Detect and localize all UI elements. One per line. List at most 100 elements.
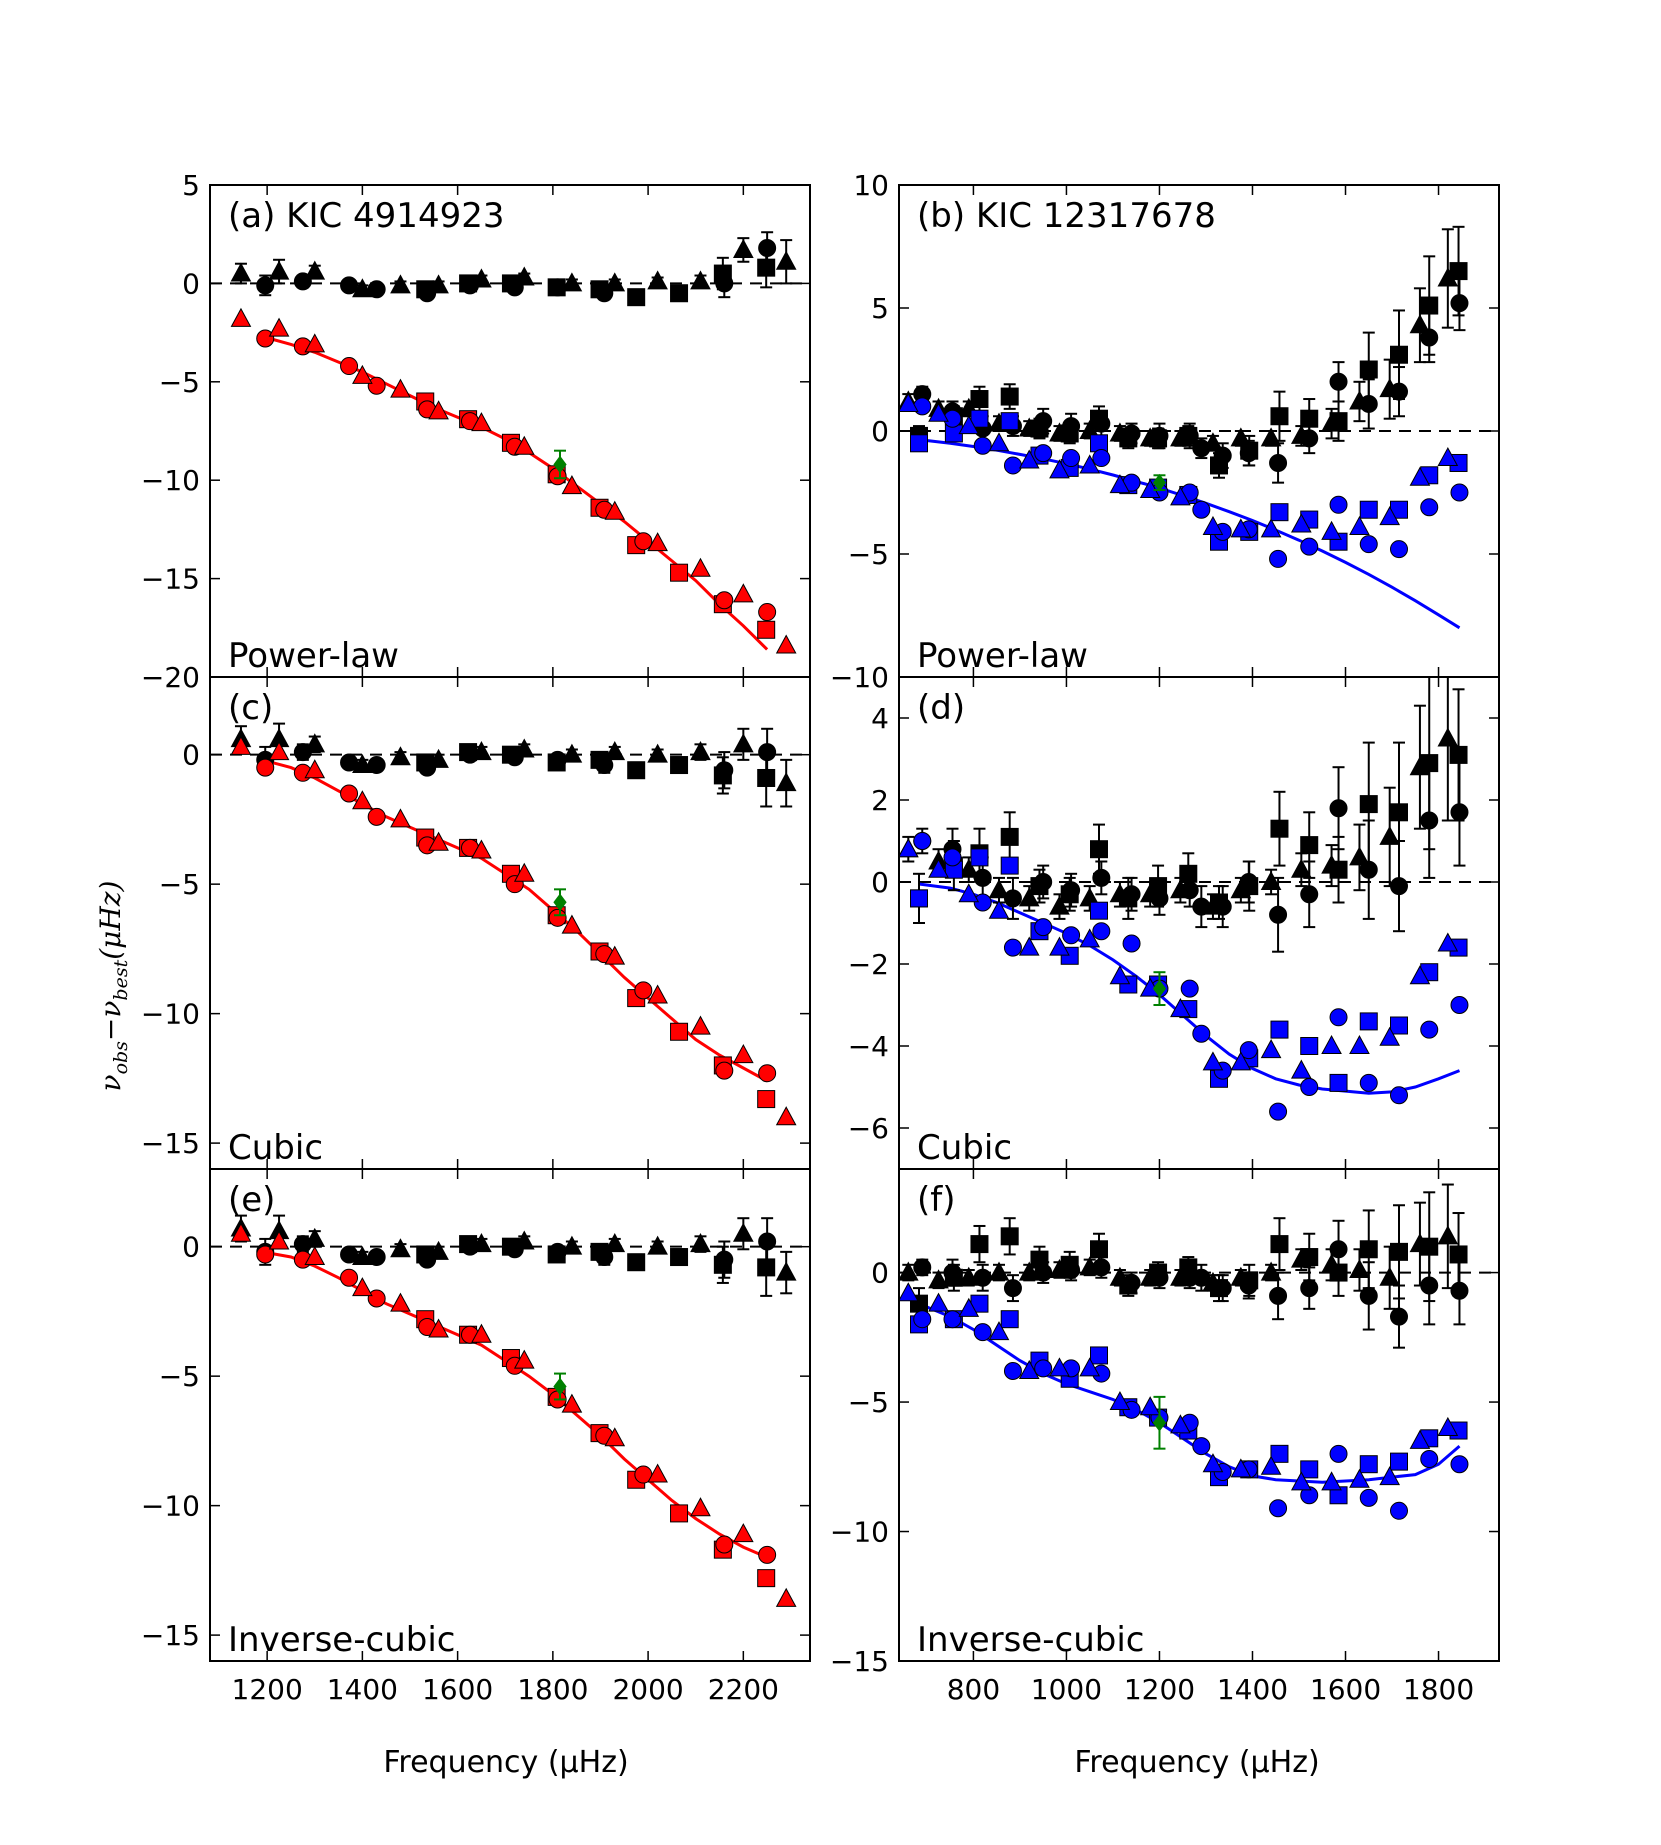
data-point bbox=[971, 849, 988, 866]
data-point bbox=[1123, 935, 1140, 952]
y-tick-label: −5 bbox=[159, 1360, 200, 1393]
data-point bbox=[1091, 1241, 1108, 1258]
data-point bbox=[1301, 837, 1318, 854]
data-point bbox=[341, 1269, 358, 1286]
svg-text:νobs−νbest(μHz): νobs−νbest(μHz) bbox=[94, 881, 132, 1092]
data-point bbox=[1091, 841, 1108, 858]
panel-f: 0−5−10−15800 1000 1200 1400 1600 1800(f)Inver… bbox=[830, 1169, 1499, 1706]
data-point bbox=[1451, 804, 1468, 821]
data-point bbox=[1020, 938, 1039, 956]
data-point bbox=[1330, 1445, 1347, 1462]
data-point bbox=[1421, 1451, 1438, 1468]
data-point bbox=[671, 564, 688, 581]
data-point bbox=[1035, 413, 1052, 430]
y-tick-label: 0 bbox=[182, 267, 200, 300]
data-point bbox=[549, 279, 566, 296]
data-point bbox=[1421, 1021, 1438, 1038]
y-tick-label: −10 bbox=[830, 661, 889, 694]
y-tick-label: −5 bbox=[159, 868, 200, 901]
data-point bbox=[1301, 538, 1318, 555]
ylabel-nu-2: ν bbox=[94, 1001, 127, 1018]
data-point bbox=[1360, 501, 1377, 518]
data-point bbox=[759, 604, 776, 621]
data-point bbox=[1001, 388, 1018, 405]
y-tick-label: 0 bbox=[182, 739, 200, 772]
data-point bbox=[777, 252, 796, 270]
data-point bbox=[914, 833, 931, 850]
y-tick-label: 0 bbox=[182, 1231, 200, 1264]
data-point bbox=[734, 1224, 753, 1242]
y-tick-label: −15 bbox=[141, 1619, 200, 1652]
y-tick-label: −10 bbox=[141, 998, 200, 1031]
data-point bbox=[734, 240, 753, 258]
series-uncorrected-l-2 bbox=[231, 309, 795, 653]
data-point bbox=[1004, 1362, 1021, 1379]
x-tick-label: 2000 bbox=[612, 1673, 683, 1706]
data-point bbox=[1391, 804, 1408, 821]
data-point bbox=[734, 734, 753, 752]
x-tick-label: 1000 bbox=[1031, 1673, 1102, 1706]
data-point bbox=[1093, 869, 1110, 886]
y-axis-label: νobs−νbest(μHz) bbox=[94, 881, 132, 1092]
data-point bbox=[1360, 796, 1377, 813]
data-point bbox=[1360, 1013, 1377, 1030]
ylabel-nu: ν bbox=[94, 1074, 127, 1091]
y-tick-label: 5 bbox=[871, 292, 889, 325]
data-point bbox=[1350, 517, 1369, 535]
ylabel-sub-obs: obs bbox=[110, 1041, 132, 1075]
data-point bbox=[758, 1570, 775, 1587]
y-tick-label: −15 bbox=[141, 563, 200, 596]
data-point bbox=[759, 1233, 776, 1250]
data-point bbox=[1360, 1456, 1377, 1473]
data-point bbox=[648, 271, 667, 289]
fit-curve bbox=[262, 337, 767, 650]
data-point bbox=[1270, 906, 1287, 923]
data-point bbox=[1270, 1103, 1287, 1120]
data-point bbox=[1350, 847, 1369, 865]
data-point bbox=[257, 759, 274, 776]
data-point bbox=[605, 742, 624, 760]
ylabel-unit: (μHz) bbox=[94, 881, 127, 960]
fit-curve bbox=[919, 440, 1460, 628]
data-point bbox=[1091, 902, 1108, 919]
data-point bbox=[1193, 1438, 1210, 1455]
data-point bbox=[1421, 297, 1438, 314]
data-point bbox=[974, 894, 991, 911]
data-point bbox=[1330, 1009, 1347, 1026]
axes-frame bbox=[899, 1169, 1499, 1661]
data-point bbox=[1035, 1360, 1052, 1377]
data-point bbox=[716, 1536, 733, 1553]
data-point bbox=[1271, 820, 1288, 837]
data-point bbox=[1380, 1268, 1399, 1286]
panel-label: (f) bbox=[917, 1180, 956, 1220]
y-tick-label: −15 bbox=[830, 1645, 889, 1678]
series-reference bbox=[1153, 1397, 1165, 1449]
data-point bbox=[1330, 373, 1347, 390]
x-tick-label: 1400 bbox=[1217, 1673, 1288, 1706]
data-point bbox=[716, 1062, 733, 1079]
data-point bbox=[1001, 857, 1018, 874]
y-tick-label: −10 bbox=[141, 464, 200, 497]
data-point bbox=[671, 757, 688, 774]
data-point bbox=[1391, 1502, 1408, 1519]
data-point bbox=[959, 884, 978, 902]
data-point bbox=[1271, 504, 1288, 521]
data-point bbox=[777, 1107, 796, 1125]
data-point bbox=[1451, 997, 1468, 1014]
model-label: Cubic bbox=[228, 1128, 323, 1168]
data-point bbox=[1093, 923, 1110, 940]
data-point bbox=[1004, 1280, 1021, 1297]
data-point bbox=[1035, 445, 1052, 462]
data-point bbox=[1271, 1236, 1288, 1253]
data-point bbox=[758, 1091, 775, 1108]
y-tick-label: 0 bbox=[871, 866, 889, 899]
data-point bbox=[944, 1311, 961, 1328]
data-point bbox=[758, 621, 775, 638]
data-point bbox=[1451, 1456, 1468, 1473]
data-point bbox=[914, 398, 931, 415]
y-tick-label: 2 bbox=[871, 784, 889, 817]
plot-area-f bbox=[899, 1185, 1499, 1520]
data-point bbox=[1004, 457, 1021, 474]
data-point bbox=[911, 435, 928, 452]
data-point bbox=[628, 1254, 645, 1271]
